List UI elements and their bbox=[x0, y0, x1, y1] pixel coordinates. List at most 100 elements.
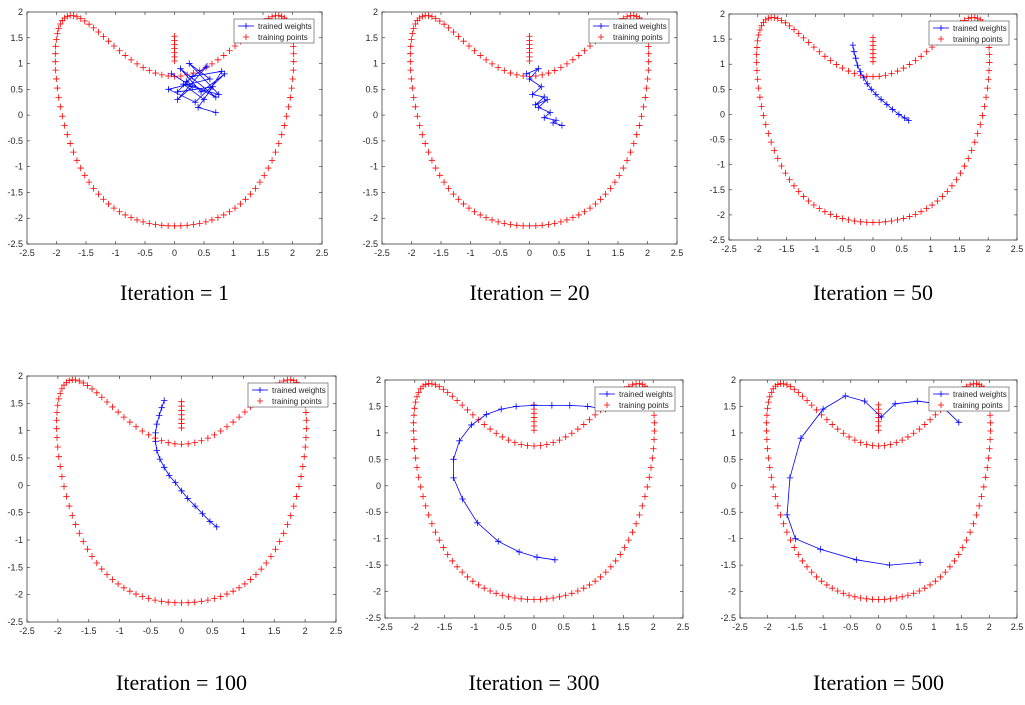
training-point-marker bbox=[507, 221, 514, 228]
training-point-marker bbox=[769, 483, 777, 491]
training-point-marker bbox=[912, 57, 919, 64]
training-point-marker bbox=[288, 84, 295, 92]
training-point-marker bbox=[88, 553, 96, 560]
training-point-marker bbox=[979, 112, 986, 119]
training-point-marker bbox=[951, 557, 958, 565]
y-tick-label: 0 bbox=[731, 481, 736, 491]
training-point-marker bbox=[505, 436, 512, 444]
training-point-marker bbox=[302, 443, 309, 451]
training-point-marker bbox=[778, 162, 785, 170]
x-tick-label: 2 bbox=[986, 244, 991, 254]
trained-weight-marker bbox=[186, 60, 193, 67]
training-point-marker bbox=[198, 598, 205, 605]
training-point-marker bbox=[638, 113, 645, 120]
training-point-marker bbox=[765, 454, 772, 462]
trained-weight-marker bbox=[891, 400, 899, 407]
legend: trained weights training points bbox=[594, 386, 676, 412]
training-point-marker bbox=[412, 454, 419, 462]
training-point-marker bbox=[875, 401, 882, 409]
training-point-marker bbox=[985, 44, 993, 51]
trained-weight-marker bbox=[191, 502, 199, 510]
training-point-marker bbox=[247, 576, 254, 583]
training-point-marker bbox=[204, 596, 212, 604]
training-point-marker bbox=[790, 26, 798, 33]
trained-weight-marker bbox=[853, 556, 860, 564]
x-tick-label: 0 bbox=[876, 622, 881, 632]
training-point-marker bbox=[649, 454, 656, 462]
training-point-marker bbox=[549, 594, 557, 602]
legend-box bbox=[594, 386, 676, 412]
y-tick-label: 2 bbox=[731, 375, 736, 385]
legend-marker-swatch bbox=[257, 387, 263, 393]
training-point-marker bbox=[146, 67, 153, 74]
x-tick-label: 0.5 bbox=[198, 248, 211, 258]
training-point-marker bbox=[302, 434, 310, 441]
training-point-marker bbox=[171, 440, 179, 448]
training-point-marker bbox=[410, 25, 417, 32]
training-point-marker bbox=[537, 442, 544, 449]
training-point-marker bbox=[184, 440, 192, 448]
training-point-marker bbox=[428, 157, 436, 164]
training-point-marker bbox=[641, 493, 649, 500]
trained-weight-marker bbox=[156, 455, 164, 463]
trained-weight-marker bbox=[852, 54, 859, 62]
training-point-marker bbox=[52, 43, 59, 50]
trained-weight-marker bbox=[450, 474, 457, 482]
training-point-marker bbox=[984, 464, 991, 471]
training-point-marker bbox=[284, 521, 291, 528]
training-point-marker bbox=[616, 172, 623, 179]
training-point-marker bbox=[415, 474, 422, 481]
trained-weight-marker bbox=[158, 404, 165, 411]
trained-weight-marker bbox=[551, 556, 559, 564]
training-point-marker bbox=[816, 48, 823, 55]
training-point-marker bbox=[851, 70, 858, 77]
y-tick-label: -1.5 bbox=[709, 185, 725, 195]
x-tick-label: 1 bbox=[591, 622, 596, 632]
training-point-marker bbox=[77, 15, 84, 22]
training-point-marker bbox=[72, 521, 79, 528]
trained-weight-marker bbox=[905, 117, 912, 124]
y-tick-label: -2.5 bbox=[720, 613, 736, 623]
trained-weight-marker bbox=[203, 62, 211, 70]
y-tick-label: 2 bbox=[373, 7, 378, 17]
training-point-marker bbox=[647, 464, 655, 471]
series-trained-weights bbox=[450, 402, 609, 564]
training-point-marker bbox=[791, 386, 798, 393]
training-point-marker bbox=[630, 140, 637, 147]
training-point-marker bbox=[458, 401, 466, 409]
trained-weight-marker bbox=[883, 101, 891, 108]
training-point-marker bbox=[469, 577, 477, 585]
y-tick-label: -0.5 bbox=[720, 507, 736, 517]
training-point-marker bbox=[507, 69, 514, 77]
training-point-marker bbox=[568, 430, 576, 437]
training-point-marker bbox=[120, 584, 128, 592]
training-point-marker bbox=[921, 584, 928, 592]
x-tick-label: -2.5 bbox=[374, 248, 390, 258]
trained-weight-marker bbox=[221, 70, 228, 78]
legend: trained weights training points bbox=[928, 386, 1010, 412]
training-point-marker bbox=[410, 427, 417, 435]
y-tick-label: 0.5 bbox=[365, 84, 378, 94]
training-point-marker bbox=[621, 544, 628, 551]
y-tick-label: 0 bbox=[18, 110, 23, 120]
training-point-marker bbox=[223, 590, 231, 598]
training-point-marker bbox=[834, 425, 841, 433]
training-point-marker bbox=[412, 103, 419, 111]
training-point-marker bbox=[482, 56, 490, 64]
training-point-marker bbox=[543, 441, 551, 448]
training-point-marker bbox=[85, 20, 93, 28]
y-tick-label: -1.5 bbox=[720, 560, 736, 570]
y-tick-label: -1 bbox=[717, 160, 725, 170]
x-tick-label: -2 bbox=[764, 622, 772, 632]
training-point-marker bbox=[54, 30, 61, 37]
x-tick-label: 2.5 bbox=[677, 622, 690, 632]
trained-weight-marker bbox=[194, 104, 202, 111]
training-point-marker bbox=[127, 214, 135, 221]
training-point-marker bbox=[568, 590, 576, 597]
training-point-marker bbox=[780, 520, 787, 527]
training-point-marker bbox=[165, 598, 172, 606]
training-point-marker bbox=[845, 216, 852, 224]
x-tick-label: -2 bbox=[411, 622, 419, 632]
training-point-marker bbox=[764, 405, 771, 412]
series-trained-weights bbox=[523, 65, 566, 129]
